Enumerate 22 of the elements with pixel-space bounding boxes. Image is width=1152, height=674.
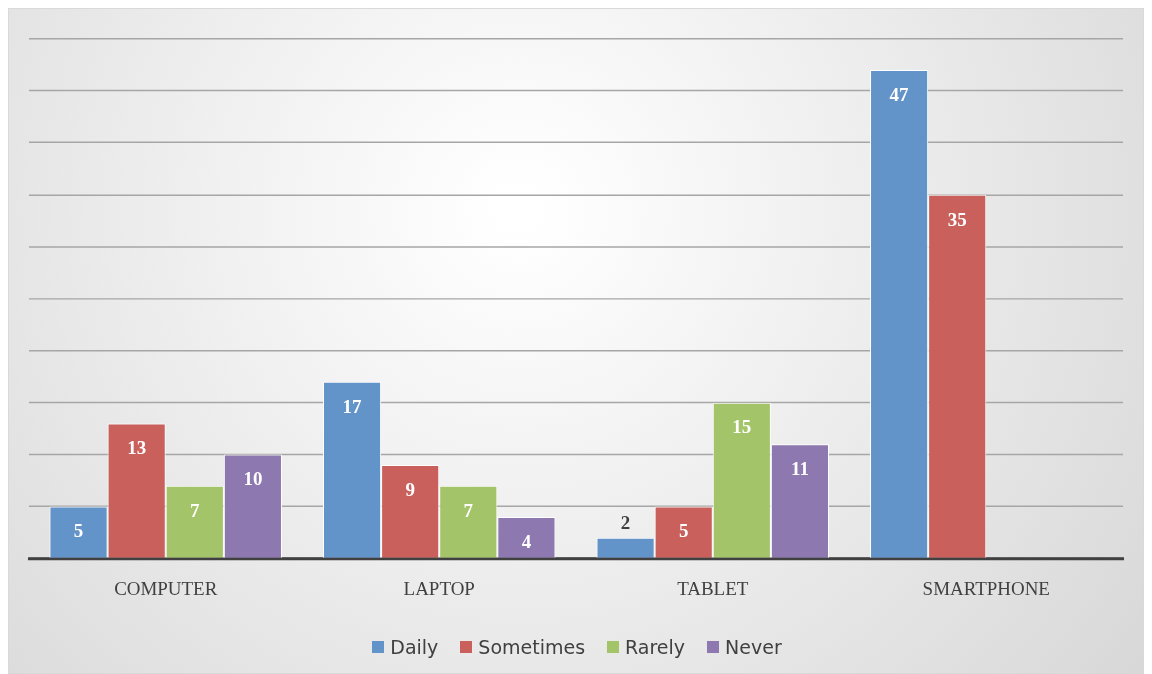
data-label: 5 — [73, 520, 84, 542]
data-label: 7 — [190, 499, 200, 521]
data-label: 10 — [243, 468, 263, 490]
legend-label: Rarely — [625, 636, 686, 658]
legend-label: Daily — [390, 636, 439, 658]
x-tick-label: COMPUTER — [114, 577, 218, 599]
legend-label: Never — [725, 636, 782, 658]
data-label: 15 — [732, 416, 752, 438]
data-label: 47 — [889, 83, 909, 105]
data-label: 13 — [127, 437, 147, 459]
legend-label: Sometimes — [478, 636, 586, 658]
data-label: 17 — [342, 395, 362, 417]
x-tick-label: LAPTOP — [403, 577, 475, 599]
data-label: 5 — [678, 520, 689, 542]
data-label: 4 — [521, 530, 532, 552]
x-tick-label: TABLET — [677, 577, 749, 599]
data-label: 11 — [790, 458, 809, 480]
data-label: 2 — [620, 511, 631, 533]
data-label: 7 — [463, 499, 474, 521]
x-tick-label: SMARTPHONE — [922, 577, 1050, 599]
data-label: 35 — [947, 208, 967, 230]
data-label: 9 — [405, 478, 415, 500]
